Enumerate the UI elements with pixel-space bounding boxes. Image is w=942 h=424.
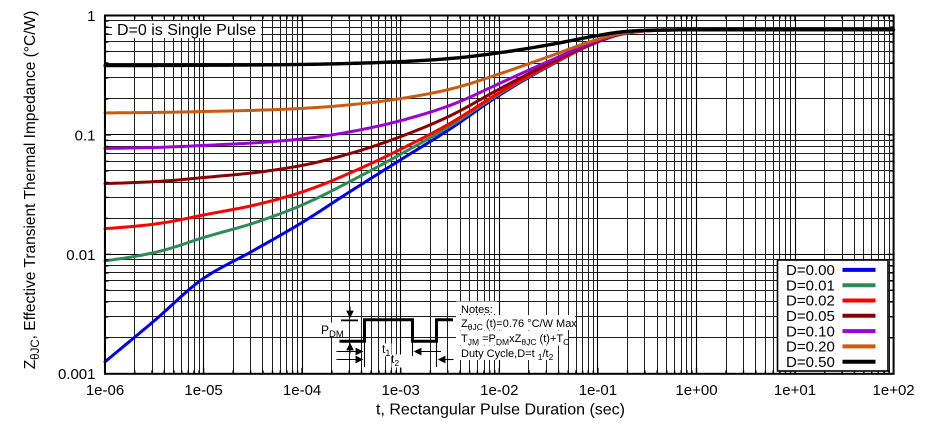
svg-text:Notes:: Notes:: [461, 304, 493, 316]
svg-text:t, Rectangular Pulse Duration: t, Rectangular Pulse Duration (sec): [376, 402, 625, 419]
svg-text:D=0.50: D=0.50: [786, 354, 835, 371]
svg-text:D=0.00: D=0.00: [786, 262, 835, 279]
svg-text:D=0 is Single Pulse: D=0 is Single Pulse: [117, 22, 256, 39]
svg-text:1e-06: 1e-06: [86, 382, 124, 399]
svg-text:D=0.20: D=0.20: [786, 339, 835, 356]
svg-text:ZθJC, Effective Transient Ther: ZθJC, Effective Transient Thermal Impeda…: [22, 11, 42, 370]
svg-text:1e+01: 1e+01: [774, 382, 816, 399]
svg-text:1e-05: 1e-05: [184, 382, 222, 399]
svg-text:0.001: 0.001: [58, 366, 96, 383]
svg-text:ZθJC (t)=0.76 °C/W Max: ZθJC (t)=0.76 °C/W Max: [461, 318, 577, 332]
svg-text:t1: t1: [382, 342, 390, 358]
svg-text:1e-02: 1e-02: [480, 382, 518, 399]
svg-text:1e+00: 1e+00: [675, 382, 717, 399]
svg-text:1e-03: 1e-03: [382, 382, 420, 399]
svg-text:D=0.02: D=0.02: [786, 293, 835, 310]
svg-text:TJM =PDMxZθJC (t)+TC: TJM =PDMxZθJC (t)+TC: [461, 333, 569, 347]
svg-text:t2: t2: [391, 352, 399, 368]
svg-text:D=0.05: D=0.05: [786, 308, 835, 325]
svg-text:1: 1: [87, 8, 95, 25]
svg-text:1e+02: 1e+02: [873, 382, 915, 399]
svg-text:D=0.10: D=0.10: [786, 323, 835, 340]
svg-text:0.01: 0.01: [66, 247, 95, 264]
svg-text:D=0.01: D=0.01: [786, 277, 835, 294]
svg-text:1e-04: 1e-04: [283, 382, 321, 399]
svg-text:Duty Cycle,D=t 1/t2: Duty Cycle,D=t 1/t2: [461, 348, 554, 362]
svg-text:1e-01: 1e-01: [579, 382, 617, 399]
svg-text:0.1: 0.1: [75, 127, 96, 144]
